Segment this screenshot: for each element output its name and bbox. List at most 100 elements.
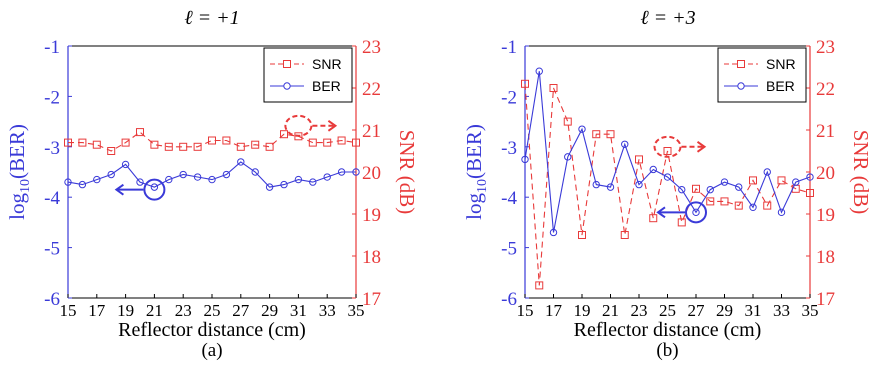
ber-line — [67, 161, 356, 188]
ber-point — [706, 185, 714, 194]
ber-point — [635, 180, 643, 189]
x-tick-label: 35 — [348, 301, 365, 320]
snr-point — [578, 231, 586, 239]
snr-point — [179, 142, 188, 151]
right-y-tick-label: 20 — [816, 163, 835, 184]
legend-marker-ber — [283, 82, 291, 90]
x-tick-label: 25 — [204, 301, 221, 320]
snr-point — [121, 138, 130, 147]
ber-point — [678, 185, 686, 194]
chart-title: ℓ = +1 — [184, 7, 239, 29]
ber-point — [663, 173, 672, 181]
left-y-tick-label: -3 — [501, 138, 517, 159]
chart-title: ℓ = +3 — [640, 7, 695, 29]
x-tick-label: 19 — [574, 301, 591, 320]
right-y-tick-label: 22 — [362, 79, 381, 100]
left-y-tick-label: -5 — [44, 239, 60, 260]
snr-annotation-arrowhead — [327, 119, 338, 132]
x-tick-label: 29 — [716, 301, 733, 320]
snr-point — [323, 138, 332, 147]
ber-point — [578, 125, 586, 133]
x-tick-label: 27 — [688, 301, 706, 320]
ber-point — [549, 228, 558, 237]
right-y-axis-label: SNR (dB) — [395, 130, 419, 215]
ber-point — [352, 168, 360, 176]
snr-point — [294, 132, 303, 141]
x-tick-label: 25 — [659, 301, 676, 320]
right-y-tick-label: 18 — [816, 247, 835, 268]
snr-annotation-ellipse — [653, 135, 682, 158]
ber-point — [78, 180, 87, 189]
ylabel-suffix: (BER) — [5, 124, 29, 179]
snr-point — [280, 130, 288, 139]
right-y-tick-label: 23 — [362, 37, 381, 58]
ber-point — [64, 178, 72, 186]
ber-point — [107, 170, 115, 179]
x-tick-label: 23 — [631, 301, 648, 320]
left-y-tick-label: -2 — [44, 87, 60, 108]
panel-caption: (b) — [656, 340, 678, 361]
snr-point — [720, 197, 729, 206]
snr-point — [222, 136, 231, 145]
ber-point — [237, 158, 245, 166]
snr-point — [606, 130, 615, 139]
ber-point — [692, 208, 700, 217]
snr-point — [352, 138, 360, 147]
snr-annotation-ellipse — [284, 114, 313, 137]
right-y-axis-label: SNR (dB) — [849, 130, 870, 215]
snr-point — [592, 130, 601, 139]
x-axis-label: Reflector distance (cm) — [574, 319, 762, 341]
legend-marker-ber — [737, 82, 745, 90]
ber-point — [564, 153, 572, 161]
ylabel-subscript: 10 — [475, 179, 490, 193]
ber-point — [208, 175, 216, 184]
x-tick-label: 33 — [319, 301, 336, 320]
right-y-tick-label: 19 — [362, 205, 381, 226]
ber-point — [165, 175, 173, 184]
left-y-tick-label: -6 — [44, 289, 60, 310]
snr-line — [68, 131, 357, 152]
legend-marker-snr — [283, 60, 291, 68]
ber-point — [280, 180, 288, 189]
ber-point — [621, 140, 629, 148]
snr-point — [64, 138, 72, 147]
left-y-tick-label: -5 — [501, 239, 517, 260]
x-tick-label: 15 — [60, 301, 77, 320]
legend-marker-snr — [737, 60, 745, 68]
left-y-tick-label: -6 — [501, 289, 517, 310]
ber-point — [294, 175, 303, 184]
left-y-tick-label: -4 — [501, 188, 517, 209]
ber-annotation-arrowhead — [656, 206, 666, 219]
ber-point — [806, 173, 814, 181]
ber-point — [777, 208, 786, 217]
ber-point — [720, 178, 729, 186]
snr-point — [236, 142, 245, 151]
right-y-tick-label: 17 — [362, 289, 381, 310]
snr-point — [663, 147, 672, 155]
x-tick-label: 31 — [290, 301, 307, 320]
snr-point — [806, 189, 814, 197]
ber-line — [524, 71, 811, 233]
snr-point — [649, 214, 658, 223]
left-y-axis-label: log10(BER) — [462, 124, 490, 220]
x-tick-label: 15 — [517, 301, 534, 320]
x-tick-label: 33 — [773, 301, 790, 320]
ylabel-suffix: (BER) — [462, 124, 486, 179]
ber-point — [323, 173, 331, 181]
ylabel-prefix: log — [462, 193, 486, 220]
legend-label-snr: SNR — [766, 56, 796, 72]
ber-point — [222, 170, 231, 179]
snr-point — [677, 218, 686, 227]
x-tick-label: 23 — [175, 301, 192, 320]
snr-point — [92, 140, 101, 149]
legend-label-ber: BER — [766, 78, 795, 94]
ber-point — [735, 183, 743, 191]
x-tick-label: 31 — [745, 301, 762, 320]
snr-point — [308, 138, 317, 147]
chart-panel-b: ℓ = +3 15 17 19 21 23 25 27 29 31 33 35 -1 -2 -3 -4 -5 -6… — [462, 7, 870, 361]
legend-box — [717, 47, 807, 103]
ylabel-prefix: log — [5, 193, 29, 220]
right-y-tick-label: 23 — [816, 37, 835, 58]
snr-point — [521, 79, 529, 88]
snr-point — [692, 184, 700, 193]
